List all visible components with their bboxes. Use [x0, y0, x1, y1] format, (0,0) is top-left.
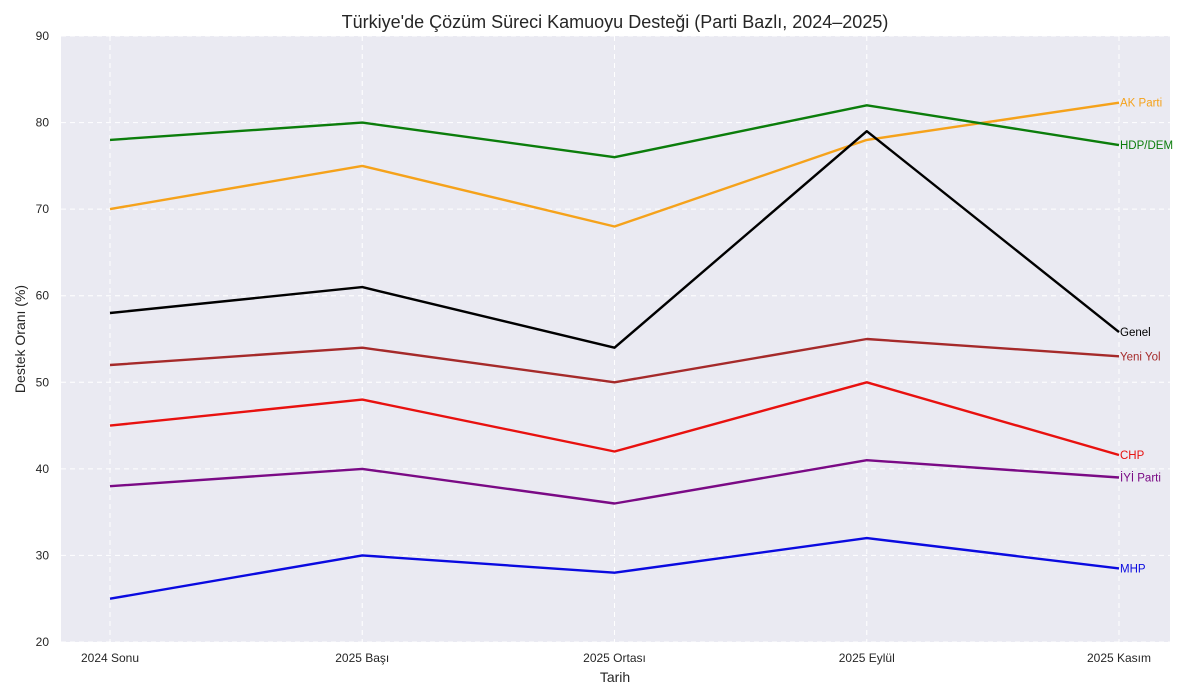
series-label: İYİ Parti	[1120, 472, 1161, 485]
y-axis-label: Destek Oranı (%)	[12, 285, 28, 393]
series-label: CHP	[1120, 450, 1145, 462]
series-end-labels: AK Parti HDP/DEM Genel Yeni Yol CHP İYİ Parti…	[1120, 98, 1173, 576]
x-tick-label: 2025 Başı	[335, 651, 389, 665]
series-label: Genel	[1120, 327, 1151, 339]
series-line	[109, 381, 1120, 457]
x-tick-labels: 2024 Sonu 2025 Başı 2025 Ortası 2025 Eylül 2…	[81, 651, 1151, 665]
series-line	[109, 536, 1120, 600]
x-axis-label: Tarih	[600, 669, 630, 685]
series-line	[109, 101, 1120, 228]
y-tick-label: 30	[36, 548, 50, 562]
grid-lines	[61, 35, 1170, 643]
y-tick-label: 50	[36, 375, 50, 389]
series-line	[109, 459, 1120, 505]
series-line	[109, 129, 1120, 349]
y-tick-label: 70	[36, 202, 50, 216]
series-lines	[109, 101, 1120, 600]
x-tick-label: 2025 Eylül	[839, 651, 895, 665]
y-tick-label: 80	[36, 116, 50, 130]
x-tick-label: 2025 Kasım	[1087, 651, 1151, 665]
series-label: MHP	[1120, 563, 1146, 575]
y-tick-label: 20	[36, 635, 50, 649]
series-label: AK Parti	[1120, 98, 1162, 110]
series-line	[109, 337, 1120, 384]
series-label: HDP/DEM	[1120, 140, 1173, 152]
y-tick-label: 60	[36, 289, 50, 303]
chart-title: Türkiye'de Çözüm Süreci Kamuoyu Desteği …	[342, 12, 889, 32]
series-label: Yeni Yol	[1120, 351, 1161, 363]
x-tick-label: 2025 Ortası	[583, 651, 646, 665]
x-tick-label: 2024 Sonu	[81, 651, 139, 665]
plot-background	[61, 36, 1170, 642]
series-line	[109, 104, 1120, 159]
y-tick-labels: 20 30 40 50 60 70 80 90	[36, 29, 50, 649]
y-tick-label: 40	[36, 462, 50, 476]
y-tick-label: 90	[36, 29, 50, 43]
